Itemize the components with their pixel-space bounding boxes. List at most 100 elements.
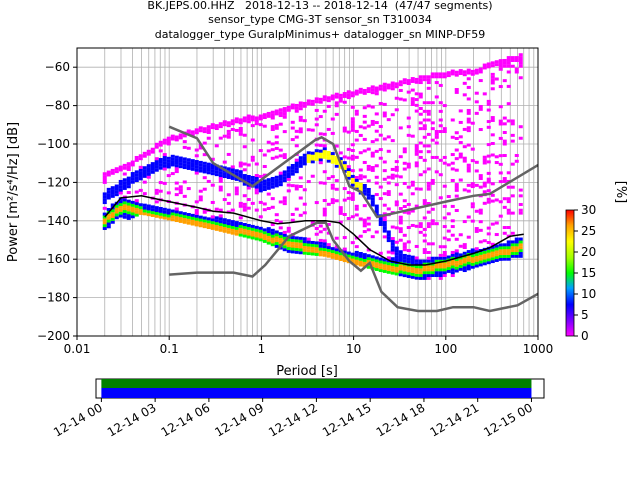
psd-density-cell xyxy=(518,254,523,258)
psd-density-cell xyxy=(266,114,271,118)
psd-density-cell xyxy=(230,127,235,131)
psd-density-cell xyxy=(374,259,379,263)
psd-density-cell xyxy=(402,81,407,85)
psd-density-cell xyxy=(238,161,243,165)
psd-density-cell xyxy=(266,230,271,234)
psd-density-cell xyxy=(494,155,499,159)
psd-density-cell xyxy=(126,185,131,189)
psd-density-cell xyxy=(182,180,187,184)
psd-density-cell xyxy=(394,258,399,262)
psd-density-cell xyxy=(354,129,359,133)
psd-density-cell xyxy=(306,99,311,103)
psd-density-cell xyxy=(370,166,375,170)
psd-density-cell xyxy=(238,175,243,179)
psd-density-cell xyxy=(486,258,491,262)
psd-density-cell xyxy=(186,146,191,150)
psd-density-cell xyxy=(518,58,523,62)
psd-density-cell xyxy=(498,105,503,109)
psd-density-cell xyxy=(310,128,315,132)
psd-density-cell xyxy=(510,162,515,166)
psd-density-cell xyxy=(358,174,363,178)
psd-density-cell xyxy=(414,276,419,280)
psd-density-cell xyxy=(270,125,275,129)
psd-density-cell xyxy=(270,237,275,241)
psd-density-cell xyxy=(218,208,223,212)
psd-density-cell xyxy=(118,165,123,169)
psd-density-cell xyxy=(390,176,395,180)
chart-title-line-1: BK.JEPS.00.HHZ 2018-12-13 -- 2018-12-14 … xyxy=(147,0,493,12)
psd-density-cell xyxy=(330,186,335,190)
psd-density-cell xyxy=(178,188,183,192)
psd-density-cell xyxy=(350,195,355,199)
psd-density-cell xyxy=(278,237,283,241)
psd-density-cell xyxy=(414,204,419,208)
psd-density-cell xyxy=(386,190,391,194)
psd-density-cell xyxy=(222,175,227,179)
psd-density-cell xyxy=(402,274,407,278)
psd-density-cell xyxy=(402,150,407,154)
psd-density-cell xyxy=(302,153,307,157)
psd-density-cell xyxy=(150,170,155,174)
psd-density-cell xyxy=(114,167,119,171)
psd-density-cell xyxy=(270,223,275,227)
psd-density-cell xyxy=(518,64,523,68)
psd-density-cell xyxy=(434,222,439,226)
psd-density-cell xyxy=(246,206,251,210)
psd-density-cell xyxy=(190,130,195,134)
psd-density-cell xyxy=(218,125,223,129)
psd-density-cell xyxy=(342,247,347,251)
psd-density-cell xyxy=(298,176,303,180)
psd-density-cell xyxy=(110,214,115,218)
psd-density-cell xyxy=(134,179,139,183)
psd-density-cell xyxy=(406,162,411,166)
psd-density-cell xyxy=(198,221,203,225)
psd-density-cell xyxy=(154,160,159,164)
psd-density-cell xyxy=(382,88,387,92)
psd-density-cell xyxy=(382,261,387,265)
psd-density-cell xyxy=(426,276,431,280)
psd-density-cell xyxy=(238,132,243,136)
psd-density-cell xyxy=(242,145,247,149)
psd-density-cell xyxy=(458,71,463,75)
x-tick-label: 10 xyxy=(346,342,361,356)
psd-density-cell xyxy=(286,238,291,242)
psd-density-cell xyxy=(234,172,239,176)
psd-density-cell xyxy=(394,82,399,86)
psd-density-cell xyxy=(110,212,115,216)
psd-density-cell xyxy=(294,158,299,162)
psd-density-cell xyxy=(250,233,255,237)
psd-density-cell xyxy=(334,164,339,168)
psd-density-cell xyxy=(294,109,299,113)
psd-density-cell xyxy=(446,238,451,242)
psd-density-cell xyxy=(498,249,503,253)
psd-density-cell xyxy=(350,120,355,124)
psd-density-cell xyxy=(146,175,151,179)
psd-density-cell xyxy=(206,130,211,134)
psd-density-cell xyxy=(330,152,335,156)
psd-density-cell xyxy=(334,112,339,116)
psd-density-cell xyxy=(418,268,423,272)
psd-density-cell xyxy=(338,220,343,224)
psd-density-cell xyxy=(322,170,327,174)
psd-density-cell xyxy=(330,94,335,98)
psd-density-cell xyxy=(406,165,411,169)
psd-density-cell xyxy=(222,218,227,222)
psd-density-cell xyxy=(110,217,115,221)
psd-density-cell xyxy=(298,130,303,134)
psd-density-cell xyxy=(282,115,287,119)
psd-density-cell xyxy=(322,95,327,99)
psd-density-cell xyxy=(138,154,143,158)
psd-density-cell xyxy=(138,168,143,172)
psd-density-cell xyxy=(482,250,487,254)
psd-density-cell xyxy=(326,254,331,258)
psd-density-cell xyxy=(114,207,119,211)
psd-density-cell xyxy=(234,226,239,230)
psd-density-cell xyxy=(382,203,387,207)
psd-density-cell xyxy=(382,235,387,239)
psd-density-cell xyxy=(438,276,443,280)
psd-density-cell xyxy=(414,80,419,84)
psd-density-cell xyxy=(318,152,323,156)
psd-density-cell xyxy=(134,158,139,162)
psd-density-cell xyxy=(386,135,391,139)
psd-density-cell xyxy=(210,126,215,130)
